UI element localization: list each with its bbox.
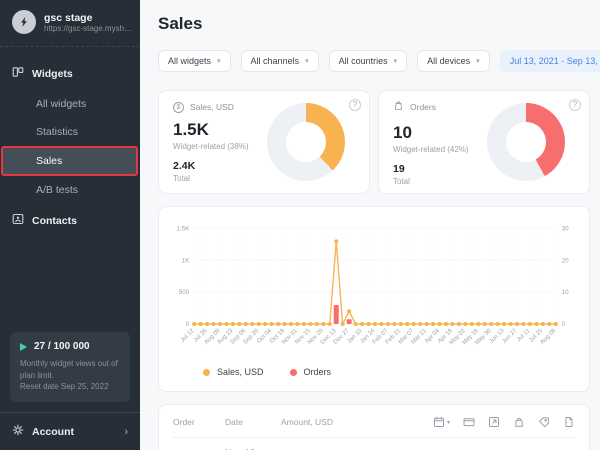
contacts-icon xyxy=(12,213,24,228)
kpi-title: Orders xyxy=(410,102,436,112)
kpi-subtitle: Widget-related (42%) xyxy=(393,145,469,154)
svg-text:30: 30 xyxy=(562,226,570,233)
widgets-icon xyxy=(12,66,24,81)
kpi-card-orders: ? Orders 10 Widget-related (42%) 19 Tota… xyxy=(378,90,590,194)
workspace-name: gsc stage xyxy=(44,11,93,24)
chart-legend: Sales, USD Orders xyxy=(165,367,583,377)
sidebar-item-sales[interactable]: Sales xyxy=(1,146,138,176)
filter-countries[interactable]: All countries ▾ xyxy=(328,50,408,72)
filter-widgets[interactable]: All widgets ▾ xyxy=(158,50,231,72)
view-options-icon[interactable]: ▾ xyxy=(433,416,450,428)
column-amount: Amount, USD xyxy=(281,417,333,427)
svg-text:1K: 1K xyxy=(182,257,191,264)
filter-channels[interactable]: All channels ▾ xyxy=(240,50,319,72)
legend-item-sales[interactable]: Sales, USD xyxy=(203,367,264,377)
trend-chart-card: 0 0 500 10 1K 20 1.5K 30 Jul 12 Jul 26 Aug 09 Aug 2… xyxy=(158,206,590,392)
svg-text:10: 10 xyxy=(562,289,570,296)
card-icon[interactable] xyxy=(463,416,475,428)
legend-dot-coral xyxy=(289,368,297,376)
chevron-down-icon: ▾ xyxy=(476,58,480,65)
help-icon[interactable]: ? xyxy=(569,99,581,111)
svg-text:500: 500 xyxy=(179,289,190,296)
usage-panel: 27 / 100 000 Monthly widget views out of… xyxy=(10,332,130,402)
usage-reset-date: Reset date Sep 25, 2022 xyxy=(20,382,109,392)
kpi-secondary-label: Total xyxy=(393,177,410,186)
orders-table-card: Order Date Amount, USD ▾ xyxy=(158,404,590,450)
page-title: Sales xyxy=(158,14,203,33)
shopping-bag-icon xyxy=(393,98,404,116)
copy-icon[interactable] xyxy=(563,416,575,428)
sidebar-item-widgets[interactable]: Widgets xyxy=(0,57,140,90)
sidebar: gsc stage https://gsc-stage.myshopify.co… xyxy=(0,0,140,450)
order-date: Nov 12, 2021 xyxy=(225,448,281,450)
filter-bar: All widgets ▾ All channels ▾ All countries… xyxy=(158,50,600,72)
sidebar-item-ab-tests[interactable]: A/B tests xyxy=(36,184,79,196)
kpi-value: 1.5K xyxy=(173,119,209,139)
column-date: Date xyxy=(225,417,243,427)
sales-donut-chart xyxy=(267,103,345,181)
sidebar-item-label: Widgets xyxy=(32,67,73,80)
filter-devices[interactable]: All devices ▾ xyxy=(417,50,490,72)
account-menu[interactable]: Account › xyxy=(0,412,140,450)
sidebar-item-statistics[interactable]: Statistics xyxy=(36,126,79,138)
sidebar-item-all-widgets[interactable]: All widgets xyxy=(36,98,87,110)
kpi-secondary-value: 19 xyxy=(393,163,405,175)
legend-dot-orange xyxy=(203,368,210,376)
sidebar-item-contacts[interactable]: Contacts xyxy=(0,204,140,237)
workspace-logo-icon xyxy=(12,10,36,34)
legend-item-orders[interactable]: Orders xyxy=(289,367,331,377)
chevron-right-icon: › xyxy=(124,425,128,438)
usage-description: Monthly widget views out of plan limit. xyxy=(20,359,118,380)
svg-text:0: 0 xyxy=(562,321,566,328)
sidebar-nav: Widgets All widgets Statistics Sales A/B… xyxy=(0,47,140,237)
kpi-secondary-value: 2.4K xyxy=(173,159,196,172)
tag-icon[interactable] xyxy=(538,416,550,428)
table-row[interactable]: #85373 Nov 12, 2021 42.05 xyxy=(173,438,575,450)
svg-text:Jun 27: Jun 27 xyxy=(501,328,518,345)
column-order: Order xyxy=(173,417,195,427)
play-icon xyxy=(20,342,27,351)
kpi-subtitle: Widget-related (38%) xyxy=(173,141,249,151)
chevron-down-icon: ▾ xyxy=(217,58,221,65)
orders-donut-chart xyxy=(487,103,565,181)
kpi-row: ? $ Sales, USD 1.5K Widget-related (38%)… xyxy=(158,90,590,194)
kpi-value: 10 xyxy=(393,123,412,142)
kpi-title: Sales, USD xyxy=(190,102,234,112)
svg-text:0: 0 xyxy=(186,321,190,328)
table-header: Order Date Amount, USD ▾ xyxy=(173,405,575,438)
dollar-circle-icon: $ xyxy=(173,101,184,113)
svg-text:1.5K: 1.5K xyxy=(176,226,190,233)
kpi-secondary-label: Total xyxy=(173,173,190,183)
workspace-switcher[interactable]: gsc stage https://gsc-stage.myshopify.co… xyxy=(0,0,140,47)
usage-count: 27 / 100 000 xyxy=(34,341,90,353)
svg-text:20: 20 xyxy=(562,257,570,264)
account-label: Account xyxy=(32,425,74,438)
export-icon[interactable] xyxy=(488,416,500,428)
kpi-card-sales: ? $ Sales, USD 1.5K Widget-related (38%)… xyxy=(158,90,370,194)
sidebar-item-label: Contacts xyxy=(32,214,77,227)
store-icon[interactable] xyxy=(513,416,525,428)
help-icon[interactable]: ? xyxy=(349,99,361,111)
workspace-url: https://gsc-stage.myshopify.co... xyxy=(44,23,134,33)
main-content: Sales All widgets ▾ All channels ▾ All cou… xyxy=(140,0,600,450)
gear-icon xyxy=(12,424,24,439)
filter-date-range[interactable]: Jul 13, 2021 - Sep 13, 2022▾ xyxy=(499,50,600,72)
chevron-down-icon: ▾ xyxy=(393,58,398,65)
chevron-down-icon: ▾ xyxy=(305,58,309,65)
